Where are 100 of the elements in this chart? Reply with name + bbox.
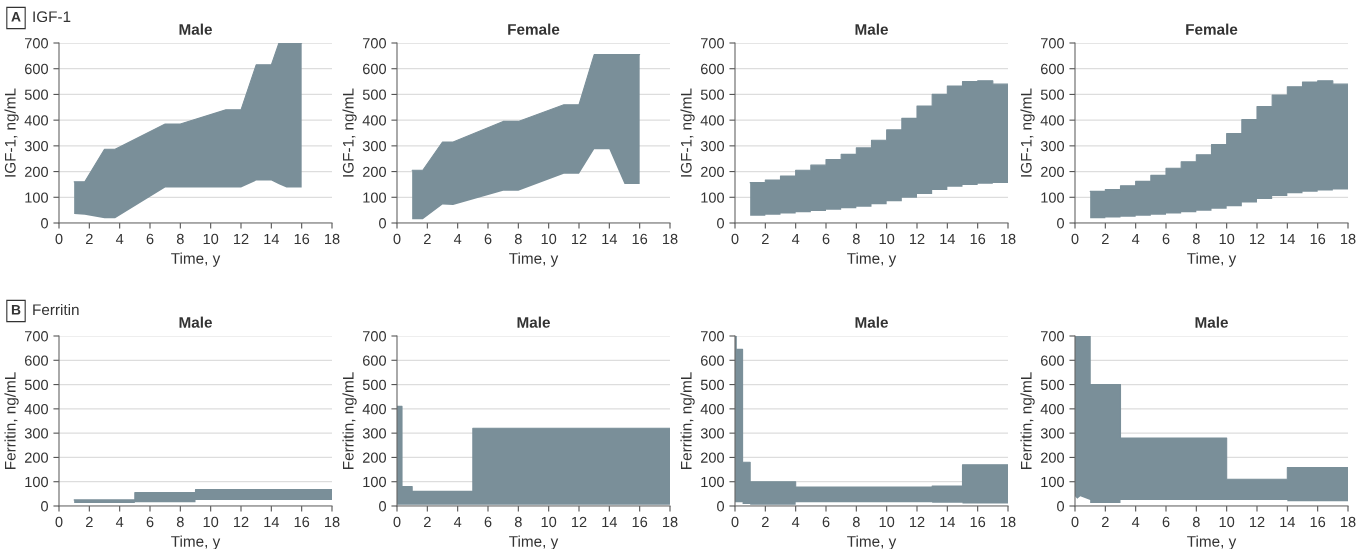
- x-tick-label: 16: [970, 233, 986, 245]
- y-tick-label: 200: [1040, 166, 1065, 177]
- chart-title: Male: [855, 23, 888, 35]
- x-tick-label: 14: [602, 233, 618, 244]
- x-tick-label: 0: [393, 516, 401, 528]
- y-tick-label: 100: [701, 192, 725, 203]
- y-tick-label: 700: [363, 38, 387, 49]
- x-tick-label: 14: [264, 233, 280, 244]
- chart-title: Male: [855, 316, 888, 328]
- y-tick-label: 600: [1040, 63, 1065, 75]
- x-tick-label: 16: [632, 233, 648, 245]
- x-tick-label: 16: [970, 516, 986, 528]
- y-tick-label: 0: [717, 501, 725, 512]
- y-tick-label: 200: [362, 452, 387, 463]
- x-tick-label: 10: [879, 516, 895, 528]
- x-tick-label: 10: [1219, 516, 1235, 528]
- text: A: [11, 12, 21, 22]
- y-tick-label: 100: [363, 476, 387, 488]
- y-tick-label: 200: [362, 166, 387, 177]
- x-tick-label: 0: [393, 233, 401, 245]
- y-tick-label: 400: [24, 115, 49, 126]
- x-tick-label: 4: [115, 516, 124, 527]
- x-tick-label: 18: [663, 233, 678, 245]
- x-tick-label: 4: [1131, 233, 1140, 244]
- x-tick-label: 16: [632, 516, 648, 528]
- x-tick-label: 18: [1001, 233, 1016, 245]
- y-tick-label: 200: [1040, 452, 1065, 463]
- y-tick-label: 400: [362, 115, 387, 126]
- y-tick-label: 300: [362, 140, 387, 152]
- y-tick-label: 600: [700, 355, 725, 366]
- x-tick-label: 18: [1001, 516, 1016, 528]
- x-tick-label: 0: [55, 516, 63, 528]
- chart-title: Female: [1186, 23, 1238, 35]
- x-tick-label: 8: [514, 516, 522, 528]
- x-tick-label: 6: [146, 516, 154, 528]
- x-axis-title: Time, y: [1187, 252, 1237, 267]
- x-tick-label: 0: [731, 233, 739, 245]
- y-axis-title: Ferritin, ng/mL: [4, 372, 19, 469]
- y-tick-label: 400: [1040, 403, 1065, 415]
- y-axis-title: Ferritin, ng/mL: [342, 372, 357, 469]
- x-tick-label: 8: [1192, 516, 1200, 528]
- x-tick-label: 2: [424, 233, 431, 244]
- x-tick-label: 12: [1250, 233, 1265, 244]
- x-tick-label: 10: [1219, 233, 1235, 245]
- chart-title: Male: [1195, 316, 1228, 328]
- y-tick-label: 700: [363, 331, 387, 342]
- y-tick-label: 0: [379, 501, 387, 512]
- y-tick-label: 500: [24, 89, 49, 100]
- y-tick-label: 100: [1041, 192, 1065, 203]
- y-tick-label: 100: [1041, 476, 1065, 488]
- x-tick-label: 0: [1071, 516, 1079, 528]
- y-tick-label: 100: [701, 476, 725, 488]
- y-tick-label: 500: [362, 379, 387, 390]
- y-axis-title: Ferritin, ng/mL: [1020, 372, 1035, 469]
- x-tick-label: 16: [294, 516, 310, 528]
- x-tick-label: 8: [1192, 233, 1200, 245]
- y-tick-label: 500: [1040, 379, 1065, 390]
- x-tick-label: 4: [453, 516, 462, 527]
- x-tick-label: 10: [203, 516, 219, 528]
- x-tick-label: 12: [234, 516, 249, 527]
- y-axis-title: IGF-1, ng/mL: [1020, 88, 1035, 177]
- y-axis-title: IGF-1, ng/mL: [342, 88, 357, 177]
- x-tick-label: 14: [602, 516, 618, 527]
- x-axis-title: Time, y: [509, 535, 559, 549]
- y-tick-label: 700: [701, 331, 725, 342]
- x-tick-label: 8: [514, 233, 522, 245]
- y-axis-title: Ferritin, ng/mL: [680, 372, 695, 469]
- y-tick-label: 600: [700, 63, 725, 75]
- y-tick-label: 100: [25, 192, 49, 203]
- x-tick-label: 18: [663, 516, 678, 528]
- x-tick-label: 6: [484, 516, 492, 528]
- y-tick-label: 400: [700, 115, 725, 126]
- y-tick-label: 600: [24, 355, 49, 366]
- x-tick-label: 6: [822, 516, 830, 528]
- x-tick-label: 14: [264, 516, 280, 527]
- y-tick-label: 500: [700, 89, 725, 100]
- y-tick-label: 700: [25, 38, 49, 49]
- x-axis-title: Time, y: [509, 252, 559, 267]
- y-tick-label: 0: [41, 218, 49, 229]
- chart-title: Female: [508, 23, 560, 35]
- x-tick-label: 8: [176, 516, 184, 528]
- x-tick-label: 16: [294, 233, 310, 245]
- x-tick-label: 2: [762, 233, 769, 244]
- y-tick-label: 500: [700, 379, 725, 390]
- y-tick-label: 700: [25, 331, 49, 342]
- x-tick-label: 14: [1280, 516, 1296, 527]
- x-tick-label: 0: [731, 516, 739, 528]
- x-tick-label: 18: [325, 516, 340, 528]
- y-tick-label: 200: [700, 166, 725, 177]
- y-tick-label: 0: [1057, 218, 1065, 229]
- x-tick-label: 12: [1250, 516, 1265, 527]
- y-tick-label: 300: [362, 428, 387, 439]
- y-tick-label: 300: [1040, 428, 1065, 439]
- x-tick-label: 10: [541, 516, 557, 528]
- x-tick-label: 0: [1071, 233, 1079, 245]
- x-tick-label: 4: [791, 516, 800, 527]
- text: IGF-1: [33, 11, 71, 23]
- x-tick-label: 12: [234, 233, 249, 244]
- x-tick-label: 2: [1102, 516, 1109, 527]
- y-tick-label: 300: [24, 428, 49, 439]
